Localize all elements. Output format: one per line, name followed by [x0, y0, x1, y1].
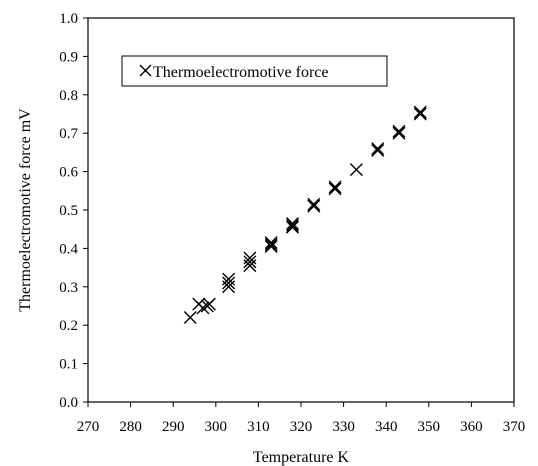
x-tick-label: 280	[119, 419, 142, 435]
data-point	[197, 302, 209, 314]
y-tick-label: 0.1	[59, 357, 78, 373]
x-tick-label: 360	[460, 419, 483, 435]
x-tick-label: 320	[290, 419, 313, 435]
data-point	[393, 127, 405, 139]
data-point	[308, 198, 320, 210]
legend: Thermoelectromotive force	[122, 56, 387, 86]
y-tick-label: 0.7	[59, 126, 78, 142]
x-tick-label: 270	[77, 419, 100, 435]
data-point	[372, 144, 384, 156]
data-points	[184, 106, 426, 323]
x-axis-title: Temperature K	[253, 449, 350, 466]
y-axis-ticks: 0.0 0.1 0.2 0.3 0.4 0.5 0.6 0.7 0.8 0.9 1.0	[59, 11, 88, 411]
x-tick-label: 330	[332, 419, 355, 435]
data-point	[329, 181, 341, 193]
y-axis-title: Thermoelectromotive force mV	[17, 108, 34, 312]
y-tick-label: 0.0	[59, 395, 78, 411]
y-tick-label: 0.3	[59, 280, 78, 296]
x-tick-label: 290	[162, 419, 185, 435]
x-axis-ticks: 270 280 290 300 310 320 330 340 350 360 370	[77, 402, 526, 435]
data-point	[393, 125, 405, 137]
data-point	[372, 143, 384, 155]
y-tick-label: 0.9	[59, 49, 78, 65]
x-tick-label: 300	[205, 419, 228, 435]
y-tick-label: 0.4	[59, 241, 78, 257]
y-tick-label: 0.6	[59, 165, 78, 181]
data-point	[350, 164, 362, 176]
data-point	[414, 108, 426, 120]
x-tick-label: 310	[247, 419, 270, 435]
legend-label: Thermoelectromotive force	[153, 64, 328, 81]
y-tick-label: 1.0	[59, 11, 78, 27]
y-tick-label: 0.2	[59, 318, 78, 334]
data-point	[308, 200, 320, 212]
data-point	[329, 183, 341, 195]
x-tick-label: 340	[375, 419, 398, 435]
data-point	[265, 239, 277, 251]
data-point	[414, 106, 426, 118]
data-point	[184, 312, 196, 324]
y-tick-label: 0.5	[59, 203, 78, 219]
data-point	[286, 219, 298, 231]
y-tick-label: 0.8	[59, 88, 78, 104]
x-tick-label: 350	[418, 419, 441, 435]
x-tick-label: 370	[503, 419, 526, 435]
